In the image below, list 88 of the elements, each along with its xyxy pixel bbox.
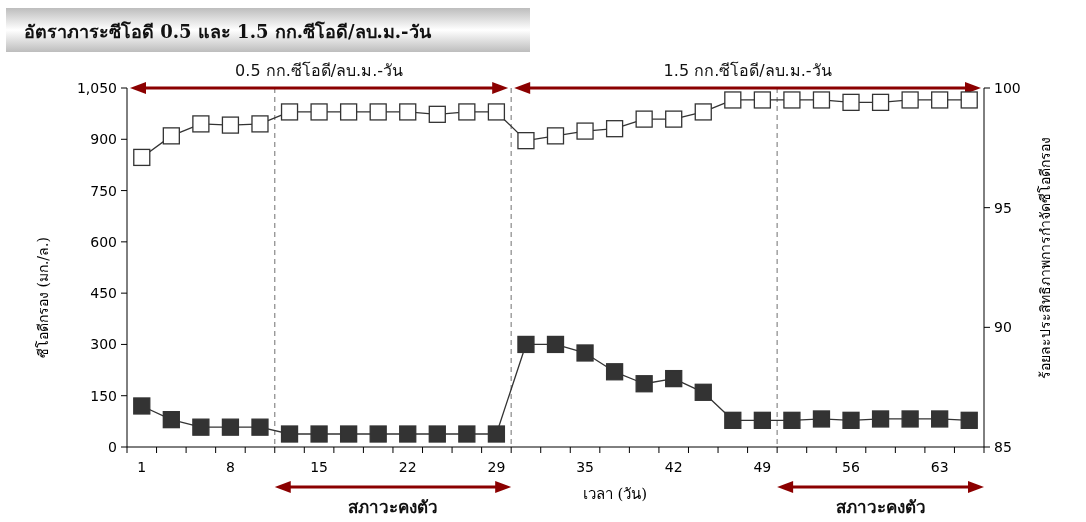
point (310, 425, 328, 443)
text: 0.5 กก.ซีโอดี/ลบ.ม.-วัน (235, 61, 404, 80)
point (399, 425, 417, 443)
y-tick-label: 150 (90, 387, 117, 404)
point (665, 110, 683, 128)
point (487, 103, 506, 121)
point (339, 103, 358, 121)
text: สภาวะคงตัว (347, 497, 438, 517)
point (724, 411, 742, 429)
point (162, 411, 180, 429)
x-tick-label: 8 (225, 459, 235, 475)
point (842, 411, 860, 429)
point (753, 411, 772, 429)
point (871, 410, 890, 428)
point (517, 335, 535, 354)
point (960, 91, 978, 109)
point (842, 93, 860, 112)
chart-title: อัตราภาระซีโอดี 0.5 และ 1.5 กก.ซีโอดี/ลบ.ม.-วัน (24, 21, 432, 42)
x-tick-label: 49 (753, 459, 772, 475)
point (251, 418, 269, 436)
point (339, 425, 358, 443)
point (458, 425, 476, 443)
point (694, 103, 712, 121)
point (221, 418, 240, 436)
point (783, 411, 801, 429)
y-axis-title: ซีโอดีกรอง (มก./ล.) (35, 237, 51, 358)
x-tick-label: 29 (487, 459, 506, 475)
point (133, 397, 151, 415)
x-tick-label: 42 (664, 459, 683, 475)
point (428, 105, 446, 123)
y2-tick-label: 90 (994, 319, 1012, 336)
point (517, 132, 535, 150)
y-tick-label: 450 (90, 285, 117, 302)
y2-tick-label: 85 (994, 439, 1012, 455)
y2-tick-label: 100 (994, 80, 1021, 96)
point (576, 122, 594, 140)
point (931, 410, 949, 428)
point (458, 103, 476, 121)
x-tick-label: 63 (930, 459, 949, 475)
point (192, 418, 210, 436)
y-tick-label: 300 (90, 336, 117, 353)
point (369, 425, 387, 443)
y2-axis-title: ร้อยละประสิทธิภาพการกำจัดซีโอดีกรอง (1037, 136, 1053, 379)
point (546, 127, 565, 145)
point (369, 103, 387, 121)
point (960, 411, 978, 429)
point (783, 91, 801, 109)
point (487, 425, 506, 443)
point (812, 410, 831, 428)
point (931, 91, 949, 109)
point (812, 91, 831, 109)
point (546, 335, 565, 354)
point (221, 116, 240, 134)
y-tick-label: 1,050 (76, 80, 117, 96)
point (694, 383, 712, 401)
x-axis-title: เวลา (วัน) (582, 485, 648, 503)
point (605, 120, 624, 138)
point (871, 93, 890, 112)
x-tick-label: 56 (842, 459, 861, 475)
point (724, 91, 742, 109)
y-tick-label: 0 (108, 439, 117, 455)
x-tick-label: 35 (576, 459, 594, 475)
point (428, 425, 446, 443)
y-tick-label: 750 (90, 182, 117, 199)
point (901, 410, 919, 428)
point (251, 115, 269, 133)
point (399, 103, 417, 121)
point (635, 110, 653, 128)
point (665, 369, 683, 388)
point (576, 344, 594, 362)
x-tick-label: 1 (137, 459, 147, 475)
text: สภาวะคงตัว (835, 497, 926, 517)
point (901, 91, 919, 109)
x-tick-label: 15 (310, 459, 328, 475)
y-tick-label: 600 (90, 233, 117, 250)
point (605, 363, 624, 381)
point (280, 103, 299, 121)
y-tick-label: 900 (90, 131, 117, 148)
text: 1.5 กก.ซีโอดี/ลบ.ม.-วัน (663, 61, 832, 80)
point (162, 127, 180, 145)
point (133, 148, 151, 167)
point (280, 425, 299, 443)
x-tick-label: 22 (398, 459, 417, 475)
point (310, 103, 328, 121)
point (635, 375, 653, 393)
point (753, 91, 772, 109)
point (192, 115, 210, 133)
y2-tick-label: 95 (994, 199, 1012, 216)
